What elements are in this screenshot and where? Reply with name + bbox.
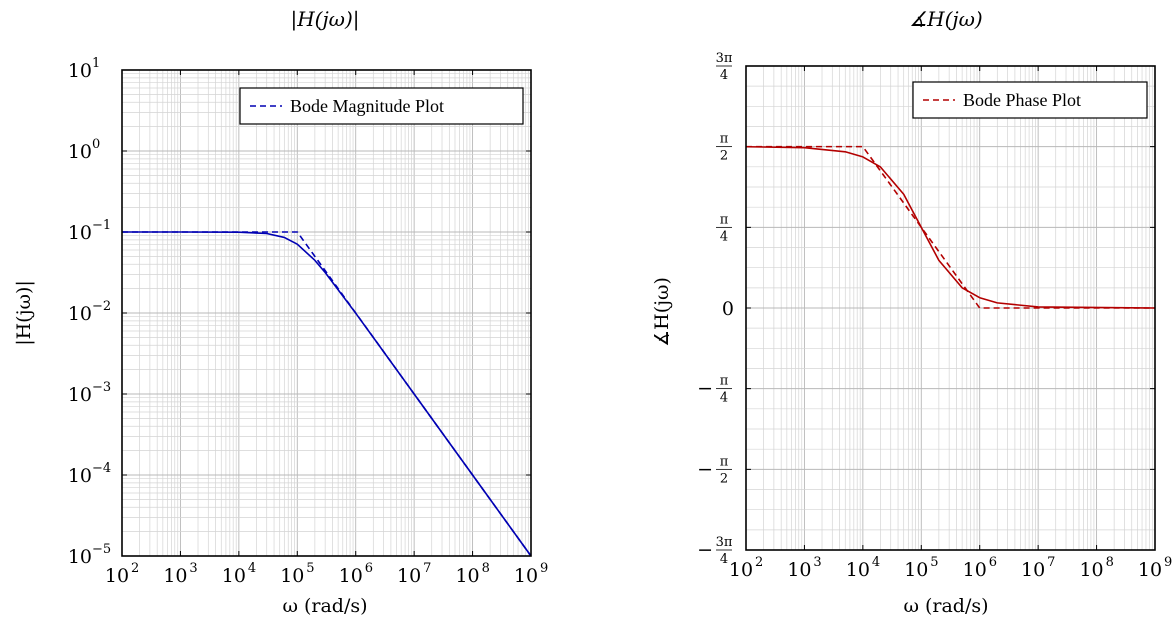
- x-tick-label-exponent: 8: [482, 561, 490, 576]
- y-tick-label-numerator: π: [720, 454, 729, 469]
- x-axis-label: ω (rad/s): [282, 595, 367, 617]
- grid: [121, 69, 532, 557]
- x-axis-label: ω (rad/s): [903, 595, 988, 617]
- legend-label: Bode Magnitude Plot: [290, 96, 444, 116]
- y-tick-label-numerator: π: [720, 132, 729, 147]
- y-tick-label: 10: [68, 222, 92, 244]
- y-tick-label-sign: −: [697, 539, 713, 561]
- legend-box: [239, 87, 524, 125]
- y-axis-label: |H(jω)|: [13, 280, 35, 346]
- x-tick-label: 10: [1138, 559, 1162, 581]
- legend: Bode Phase Plot: [912, 81, 1148, 119]
- asymptote-series-line: [746, 145, 1155, 309]
- y-tick-label-numerator: π: [720, 374, 729, 389]
- x-tick-label: 10: [514, 565, 538, 587]
- legend: Bode Magnitude Plot: [239, 87, 524, 125]
- x-tick-label: 10: [455, 565, 479, 587]
- y-tick-label: 0: [722, 298, 734, 320]
- x-tick-label: 10: [280, 565, 304, 587]
- x-tick-label-exponent: 9: [1164, 555, 1172, 570]
- x-tick-label: 10: [1079, 559, 1103, 581]
- y-tick-label-numerator: π: [720, 212, 729, 227]
- x-tick-label-exponent: 4: [248, 561, 256, 576]
- asymptote-series-line: [122, 231, 532, 557]
- x-tick-label: 10: [729, 559, 753, 581]
- x-tick-label: 10: [397, 565, 421, 587]
- plot-frame: [745, 65, 1156, 551]
- x-tick-label: 10: [787, 559, 811, 581]
- y-tick-label-sign: −: [697, 378, 713, 400]
- plot-frame: [121, 69, 532, 557]
- y-tick-label-denominator: 4: [720, 552, 728, 567]
- x-tick-label: 10: [163, 565, 187, 587]
- x-tick-label: 10: [339, 565, 363, 587]
- x-tick-label-exponent: 7: [423, 561, 431, 576]
- y-tick-label-exponent: 1: [92, 56, 100, 71]
- x-tick-label: 10: [1021, 559, 1045, 581]
- y-tick-label-denominator: 4: [720, 68, 728, 83]
- phase-panel: 10 2 10 3 10 4 10 5 10 6 10 7 10 8 10 93π4−π2−π4−0π4π23…: [651, 7, 1172, 617]
- x-tick-label: 10: [846, 559, 870, 581]
- response-series-line: [745, 145, 1156, 309]
- x-tick-label: 10: [963, 559, 987, 581]
- y-tick-label-exponent: −1: [92, 218, 111, 233]
- x-tick-label-exponent: 6: [365, 561, 373, 576]
- y-tick-label-exponent: −2: [92, 299, 111, 314]
- y-tick-label-exponent: −4: [92, 461, 111, 476]
- y-tick-label-exponent: −3: [92, 380, 111, 395]
- y-tick-label-denominator: 2: [720, 471, 728, 486]
- x-tick-label-exponent: 6: [989, 555, 997, 570]
- y-tick-label-exponent: −5: [92, 542, 111, 557]
- x-tick-label: 10: [904, 559, 928, 581]
- legend-label: Bode Phase Plot: [963, 90, 1081, 110]
- magnitude-panel: 10 2 10 3 10 4 10 5 10 6 10 7 10 8 10 910 −510 −410 −310 −2…: [13, 7, 548, 617]
- chart-title: ∡H(jω): [909, 7, 983, 31]
- x-tick-label-exponent: 9: [540, 561, 548, 576]
- y-tick-label: 10: [68, 384, 92, 406]
- x-tick-label-exponent: 5: [930, 555, 938, 570]
- x-tick-label-exponent: 2: [131, 561, 139, 576]
- chart-title: |H(jω)|: [290, 7, 359, 32]
- x-tick-label-exponent: 3: [189, 561, 197, 576]
- y-tick-label: 10: [68, 465, 92, 487]
- y-tick-label-sign: −: [697, 458, 713, 480]
- y-tick-label: 10: [68, 303, 92, 325]
- x-tick-label-exponent: 3: [813, 555, 821, 570]
- x-tick-label: 10: [222, 565, 246, 587]
- y-axis-label: ∡H(jω): [651, 277, 673, 347]
- y-tick-label-denominator: 4: [720, 391, 728, 406]
- x-tick-label-exponent: 7: [1047, 555, 1055, 570]
- x-tick-label-exponent: 4: [872, 555, 880, 570]
- legend-box: [912, 81, 1148, 119]
- y-tick-label-numerator: 3π: [716, 535, 733, 550]
- x-tick-label-exponent: 2: [755, 555, 763, 570]
- y-tick-label: 10: [68, 60, 92, 82]
- x-tick-label-exponent: 8: [1106, 555, 1114, 570]
- y-tick-label-denominator: 2: [720, 149, 728, 164]
- x-tick-label-exponent: 5: [306, 561, 314, 576]
- y-tick-label-denominator: 4: [720, 229, 728, 244]
- y-tick-label-numerator: 3π: [716, 51, 733, 66]
- y-tick-label: 10: [68, 141, 92, 163]
- x-tick-label: 10: [105, 565, 129, 587]
- y-tick-label: 10: [68, 546, 92, 568]
- y-tick-label-exponent: 0: [92, 137, 100, 152]
